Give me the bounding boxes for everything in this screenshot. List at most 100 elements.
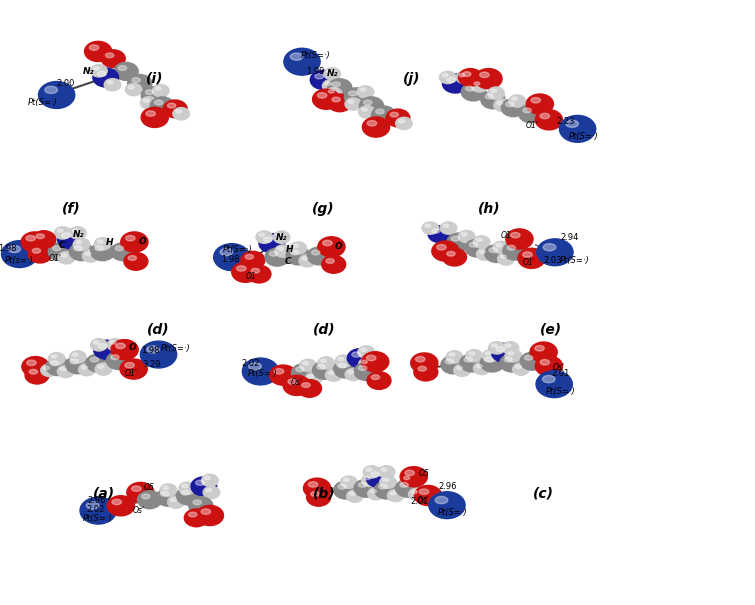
Text: 2.01: 2.01 (551, 369, 569, 378)
Ellipse shape (473, 362, 490, 374)
Ellipse shape (464, 357, 473, 362)
Ellipse shape (348, 100, 354, 103)
Text: Pt(S=·): Pt(S=·) (223, 246, 252, 254)
Ellipse shape (288, 379, 297, 384)
Ellipse shape (290, 242, 307, 254)
Ellipse shape (124, 252, 148, 270)
Ellipse shape (303, 361, 309, 365)
Text: O1': O1' (48, 255, 61, 263)
Ellipse shape (193, 500, 202, 505)
Ellipse shape (371, 106, 396, 124)
Ellipse shape (128, 74, 152, 93)
Ellipse shape (322, 240, 332, 246)
Ellipse shape (201, 509, 211, 514)
Ellipse shape (91, 357, 99, 362)
Ellipse shape (473, 236, 490, 248)
Ellipse shape (485, 352, 492, 355)
Ellipse shape (358, 346, 374, 358)
Ellipse shape (232, 262, 259, 283)
Ellipse shape (399, 119, 405, 123)
Ellipse shape (525, 355, 533, 360)
Ellipse shape (312, 250, 320, 255)
Ellipse shape (321, 359, 327, 362)
Ellipse shape (498, 253, 514, 265)
Ellipse shape (273, 231, 290, 243)
Text: O5: O5 (143, 483, 154, 492)
Ellipse shape (48, 243, 72, 261)
Ellipse shape (91, 65, 107, 77)
Ellipse shape (362, 108, 368, 111)
Ellipse shape (104, 79, 121, 91)
Text: Pt(S=·): Pt(S=·) (83, 514, 112, 523)
Text: (g): (g) (312, 201, 334, 216)
Ellipse shape (111, 355, 119, 359)
Ellipse shape (39, 82, 75, 108)
Ellipse shape (247, 265, 271, 283)
Text: O: O (334, 243, 342, 251)
Text: 2.01: 2.01 (411, 497, 429, 506)
Ellipse shape (357, 86, 374, 98)
Ellipse shape (132, 77, 140, 82)
Ellipse shape (508, 352, 514, 355)
Ellipse shape (220, 249, 233, 256)
Ellipse shape (378, 466, 395, 478)
Ellipse shape (259, 233, 265, 237)
Ellipse shape (474, 82, 480, 85)
Ellipse shape (236, 266, 246, 271)
Ellipse shape (512, 97, 518, 100)
Text: (f): (f) (63, 201, 81, 216)
Ellipse shape (28, 245, 52, 263)
Ellipse shape (189, 497, 213, 515)
Ellipse shape (492, 343, 517, 362)
Ellipse shape (439, 71, 456, 83)
Ellipse shape (315, 74, 324, 79)
Text: Os': Os' (417, 497, 429, 505)
Ellipse shape (32, 248, 41, 253)
Ellipse shape (98, 365, 104, 368)
Ellipse shape (302, 257, 308, 260)
Ellipse shape (537, 239, 573, 266)
Ellipse shape (338, 484, 347, 489)
Ellipse shape (125, 83, 142, 96)
Ellipse shape (504, 357, 513, 362)
Ellipse shape (542, 376, 555, 383)
Ellipse shape (458, 68, 482, 87)
Ellipse shape (476, 238, 482, 241)
Ellipse shape (308, 482, 318, 487)
Ellipse shape (146, 346, 159, 353)
Ellipse shape (507, 245, 516, 250)
Ellipse shape (168, 496, 184, 508)
Ellipse shape (510, 232, 520, 238)
Ellipse shape (380, 476, 396, 488)
Ellipse shape (536, 371, 572, 397)
Ellipse shape (242, 358, 279, 385)
Ellipse shape (350, 492, 356, 495)
Ellipse shape (354, 479, 378, 497)
Ellipse shape (70, 359, 79, 364)
Ellipse shape (347, 348, 373, 368)
Ellipse shape (94, 341, 100, 344)
Ellipse shape (414, 363, 438, 381)
Text: Pt(S=·): Pt(S=·) (248, 369, 277, 378)
Ellipse shape (332, 97, 341, 102)
Ellipse shape (141, 107, 168, 128)
Ellipse shape (359, 358, 375, 370)
Ellipse shape (156, 488, 180, 506)
Ellipse shape (494, 99, 510, 111)
Ellipse shape (318, 237, 345, 257)
Ellipse shape (202, 474, 218, 486)
Ellipse shape (131, 486, 141, 491)
Ellipse shape (107, 495, 134, 516)
Ellipse shape (390, 491, 396, 495)
Text: Pt(S=·): Pt(S=·) (300, 51, 331, 60)
Ellipse shape (526, 94, 553, 114)
Ellipse shape (359, 106, 375, 118)
Ellipse shape (349, 91, 357, 96)
Text: H: H (286, 246, 294, 254)
Text: N₂: N₂ (326, 70, 338, 78)
Ellipse shape (479, 72, 489, 77)
Ellipse shape (290, 53, 303, 60)
Ellipse shape (344, 478, 350, 482)
Ellipse shape (505, 344, 511, 347)
Text: Os': Os' (291, 378, 303, 387)
